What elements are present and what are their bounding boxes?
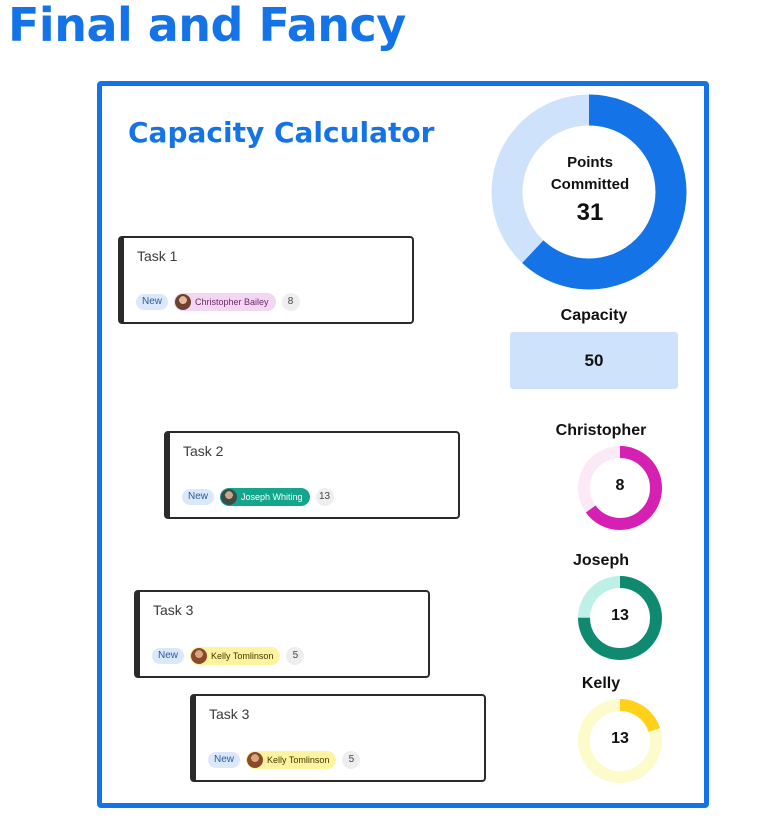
capacity-label: Capacity: [560, 307, 628, 324]
points-committed-value: 31: [576, 199, 604, 226]
person-name-kelly: Kelly: [581, 675, 621, 692]
donut-arc: [578, 576, 662, 660]
kelly-points: 13: [611, 730, 629, 747]
status-badge: New: [152, 648, 185, 664]
task-meta: New Kelly Tomlinson 5: [208, 751, 361, 769]
task-title: Task 3: [209, 706, 250, 722]
task-meta: New Joseph Whiting 13: [182, 488, 334, 506]
donut-arc: [578, 446, 662, 530]
joseph-donut: [578, 576, 662, 660]
status-badge: New: [208, 752, 241, 768]
task-title: Task 3: [153, 602, 194, 618]
calculator-title: Capacity Calculator: [128, 116, 435, 149]
task-card[interactable]: Task 1 New Christopher Bailey 8: [118, 236, 414, 324]
status-badge: New: [182, 489, 215, 505]
points-badge: 8: [281, 293, 300, 311]
points-badge: 5: [342, 751, 361, 769]
capacity-value[interactable]: 50: [510, 332, 678, 389]
person-name-christopher: Christopher: [555, 422, 647, 439]
task-title: Task 1: [137, 248, 178, 264]
points-donut-arc: [491, 94, 687, 290]
points-label-line2: Committed: [550, 176, 630, 193]
assignee-chip[interactable]: Kelly Tomlinson: [190, 647, 281, 665]
donut-arc: [578, 699, 662, 783]
assignee-chip[interactable]: Christopher Bailey: [174, 293, 276, 311]
task-card[interactable]: Task 3 New Kelly Tomlinson 5: [134, 590, 430, 678]
person-name-joseph: Joseph: [572, 552, 629, 569]
points-badge: 13: [315, 488, 334, 506]
points-label-line1: Points: [567, 154, 613, 171]
avatar: [191, 648, 208, 664]
assignee-chip[interactable]: Kelly Tomlinson: [246, 751, 337, 769]
status-badge: New: [136, 294, 169, 310]
kelly-donut: [578, 699, 662, 783]
task-meta: New Kelly Tomlinson 5: [152, 647, 305, 665]
points-badge: 5: [286, 647, 305, 665]
avatar: [175, 294, 192, 310]
page-title: Final and Fancy: [8, 0, 406, 52]
points-committed-donut: [491, 94, 687, 290]
christopher-points: 8: [615, 477, 625, 494]
task-card[interactable]: Task 3 New Kelly Tomlinson 5: [190, 694, 486, 782]
avatar: [247, 752, 264, 768]
task-meta: New Christopher Bailey 8: [136, 293, 300, 311]
task-title: Task 2: [183, 443, 224, 459]
avatar: [221, 489, 238, 505]
assignee-name: Joseph Whiting: [241, 492, 303, 502]
assignee-name: Christopher Bailey: [195, 297, 269, 307]
joseph-points: 13: [611, 607, 629, 624]
assignee-name: Kelly Tomlinson: [211, 651, 274, 661]
task-card[interactable]: Task 2 New Joseph Whiting 13: [164, 431, 460, 519]
assignee-name: Kelly Tomlinson: [267, 755, 330, 765]
christopher-donut: [578, 446, 662, 530]
assignee-chip[interactable]: Joseph Whiting: [220, 488, 310, 506]
points-committed-label: Points Committed 31: [530, 152, 650, 226]
